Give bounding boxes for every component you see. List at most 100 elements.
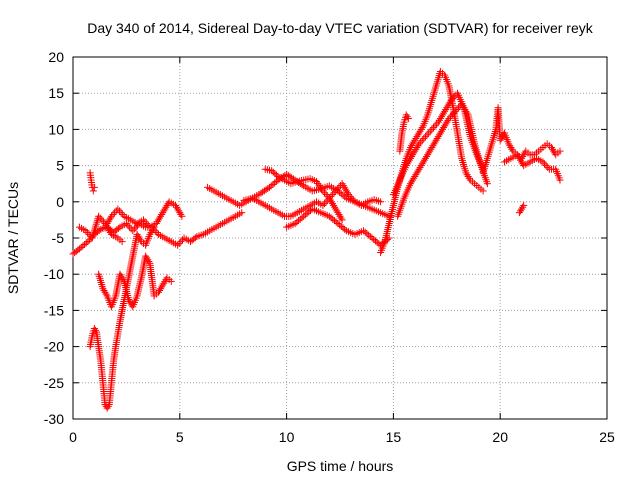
data-point xyxy=(334,220,342,228)
data-point-interp xyxy=(126,223,134,231)
data-point xyxy=(146,230,154,238)
data-point-interp xyxy=(104,218,112,226)
data-point-interp xyxy=(519,160,527,168)
data-point-interp xyxy=(411,172,419,180)
data-point-interp xyxy=(445,100,453,108)
data-point-interp xyxy=(463,171,471,179)
data-point xyxy=(89,187,97,195)
data-point-interp xyxy=(104,402,112,410)
data-point-interp xyxy=(414,142,422,150)
data-point-interp xyxy=(336,221,344,229)
data-point-interp xyxy=(514,153,522,161)
axis-ticks xyxy=(72,56,608,420)
data-point-interp xyxy=(408,178,416,186)
x-tick-labels: 0 5 10 15 20 25 xyxy=(69,429,615,445)
data-point-interp xyxy=(408,142,416,150)
data-point-interp xyxy=(105,227,113,235)
data-point-interp xyxy=(106,214,114,222)
data-point-interp xyxy=(329,200,337,208)
data-point-interp xyxy=(117,272,125,280)
data-point xyxy=(159,281,167,289)
data-point-interp xyxy=(425,149,433,157)
data-point-interp xyxy=(158,283,166,291)
data-point-interp xyxy=(373,238,381,246)
data-point-interp xyxy=(115,207,123,215)
data-point xyxy=(325,212,333,220)
data-point xyxy=(125,296,133,304)
data-point-interp xyxy=(341,193,349,201)
data-point-interp xyxy=(333,207,341,215)
data-point-interp xyxy=(135,234,143,242)
data-point xyxy=(99,285,107,293)
y-axis-title: SDTVAR / TECUs xyxy=(5,182,21,294)
data-point-interp xyxy=(174,205,182,213)
data-point xyxy=(142,252,150,260)
data-point xyxy=(434,118,442,126)
data-point-interp xyxy=(132,223,140,231)
data-point xyxy=(556,147,564,155)
data-point xyxy=(439,125,447,133)
data-point-interp xyxy=(447,113,455,121)
data-point-interp xyxy=(414,167,422,175)
data-point-interp xyxy=(370,235,378,243)
data-point-interp xyxy=(343,189,351,197)
x-tick-label: 10 xyxy=(279,429,295,445)
data-point-interp xyxy=(544,163,552,171)
x-axis-title: GPS time / hours xyxy=(287,458,394,474)
data-point-interp xyxy=(403,160,411,168)
data-point-interp xyxy=(330,201,338,209)
data-point xyxy=(95,212,103,220)
data-point-interp xyxy=(145,258,153,266)
data-point-interp xyxy=(433,134,441,142)
data-point-interp xyxy=(271,170,279,178)
data-point-interp xyxy=(175,239,183,247)
data-point xyxy=(238,209,246,217)
data-point-interp xyxy=(101,288,109,296)
data-point-interp xyxy=(423,131,431,139)
data-point xyxy=(441,107,449,115)
data-point xyxy=(152,220,160,228)
data-point-interp xyxy=(414,131,422,139)
data-point xyxy=(556,176,564,184)
data-point-interp xyxy=(516,207,524,215)
data-point-interp xyxy=(516,156,524,164)
data-point xyxy=(377,198,385,206)
data-point-interp xyxy=(164,200,172,208)
y-tick-label: 0 xyxy=(56,194,64,210)
data-point xyxy=(338,180,346,188)
data-point-interp xyxy=(144,256,152,264)
data-point-interp xyxy=(434,133,442,141)
data-point xyxy=(174,241,182,249)
data-point-interp xyxy=(339,191,347,199)
data-point-interp xyxy=(305,208,313,216)
data-point-interp xyxy=(418,160,426,168)
y-tick-label: -15 xyxy=(44,302,64,318)
data-point xyxy=(178,212,186,220)
data-point-interp xyxy=(507,144,515,151)
data-point-interp xyxy=(518,158,526,166)
data-point-interp xyxy=(423,153,431,161)
y-tick-label: -30 xyxy=(44,411,64,427)
data-point-interp xyxy=(156,286,164,294)
data-point xyxy=(415,129,423,137)
data-point-interp xyxy=(267,182,275,190)
data-point xyxy=(520,201,528,209)
data-point-interp xyxy=(321,200,329,208)
data-point-interp xyxy=(420,156,428,164)
data-point-interp xyxy=(176,209,184,217)
data-point-interp xyxy=(326,196,334,204)
data-point xyxy=(291,220,299,228)
data-point-interp xyxy=(124,221,132,229)
data-point-interp xyxy=(409,140,417,148)
data-point-interp xyxy=(191,234,199,242)
data-point-interp xyxy=(442,105,450,113)
data-point-interp xyxy=(366,233,374,241)
data-point xyxy=(445,115,453,123)
data-point xyxy=(518,205,526,213)
data-point-interp xyxy=(327,198,335,206)
data-point xyxy=(462,169,470,177)
data-point xyxy=(432,136,440,144)
data-point-interp xyxy=(340,183,348,191)
data-point-interp xyxy=(161,205,169,213)
data-point xyxy=(172,201,180,209)
